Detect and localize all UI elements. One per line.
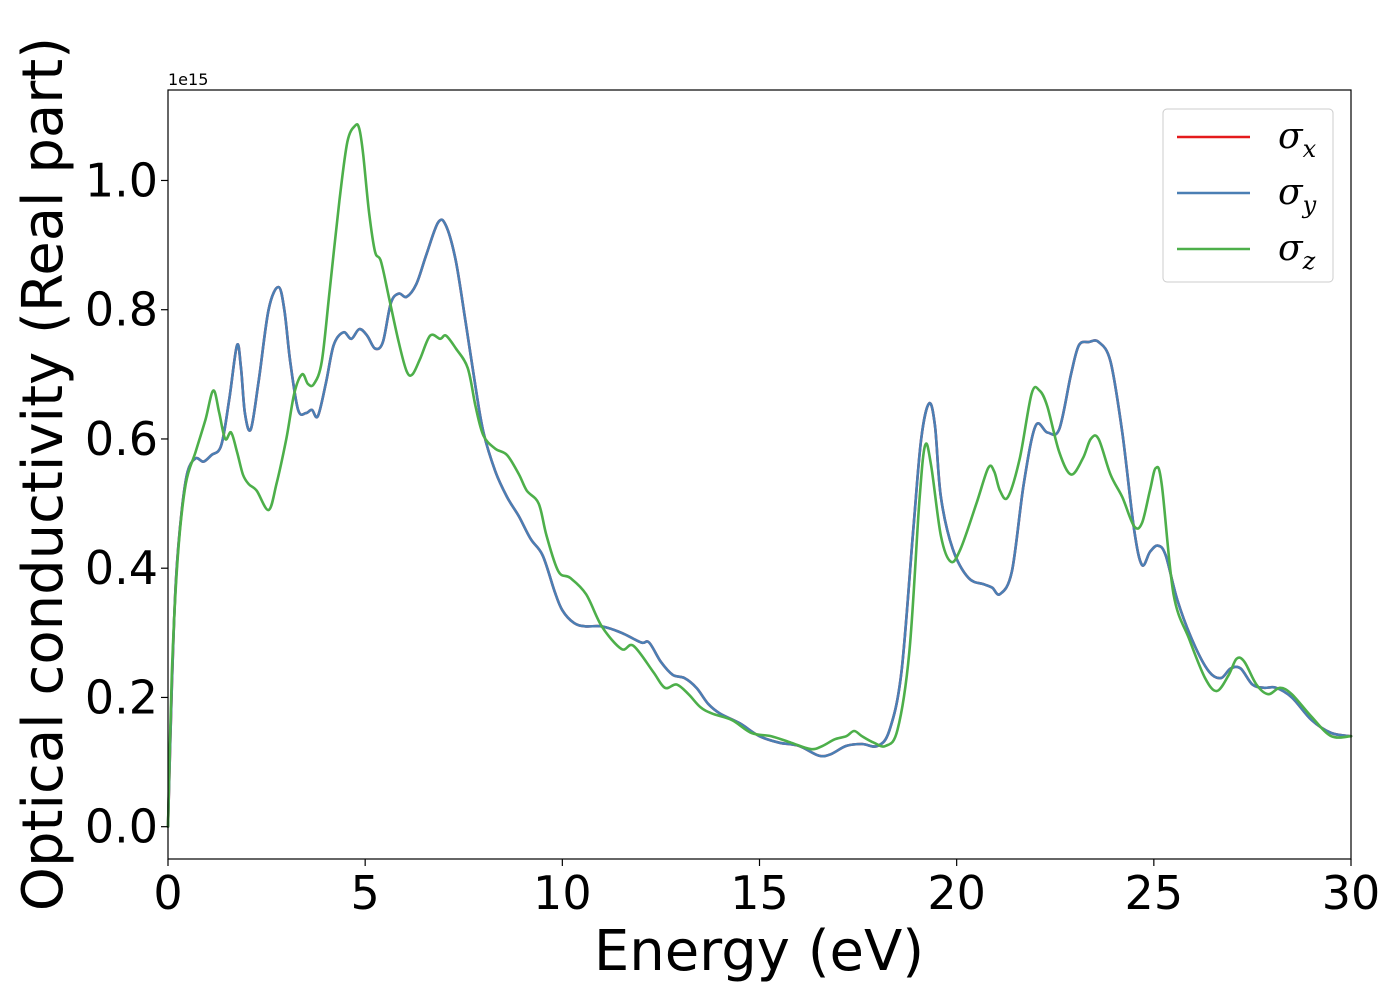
x-tick-label: 20: [927, 866, 986, 920]
x-tick-label: 15: [730, 866, 789, 920]
legend-label-sigma-z: σz: [1278, 228, 1316, 275]
x-tick-label: 10: [533, 866, 592, 920]
y-tick-label: 0.2: [85, 670, 158, 724]
y-axis-ticks: 0.0 0.2 0.4 0.6 0.8 1.0: [85, 153, 168, 854]
series-line-sigma-y: [166, 218, 1353, 828]
x-tick-label: 30: [1322, 866, 1381, 920]
y-tick-label: 1.0: [85, 153, 158, 207]
series-line-sigma-z: [166, 123, 1353, 828]
x-axis-ticks: 0 5 10 15 20 25 30: [153, 859, 1380, 920]
y-tick-label: 0.6: [85, 412, 158, 466]
y-tick-label: 0.8: [85, 283, 158, 337]
y-axis-title: Optical conductivity (Real part): [11, 37, 76, 911]
legend: σx σy σz: [1162, 108, 1334, 283]
y-offset-text: 1e15: [168, 70, 208, 89]
legend-label-sigma-y: σy: [1278, 172, 1317, 219]
legend-box: [1162, 108, 1334, 283]
y-tick-label: 0.4: [85, 541, 158, 595]
x-tick-label: 25: [1125, 866, 1184, 920]
series-layer: [166, 123, 1353, 828]
legend-label-sigma-x: σx: [1278, 116, 1317, 163]
x-tick-label: 5: [351, 866, 380, 920]
y-tick-label: 0.0: [85, 800, 158, 854]
x-axis-title: Energy (eV): [594, 919, 924, 984]
x-tick-label: 0: [153, 866, 182, 920]
